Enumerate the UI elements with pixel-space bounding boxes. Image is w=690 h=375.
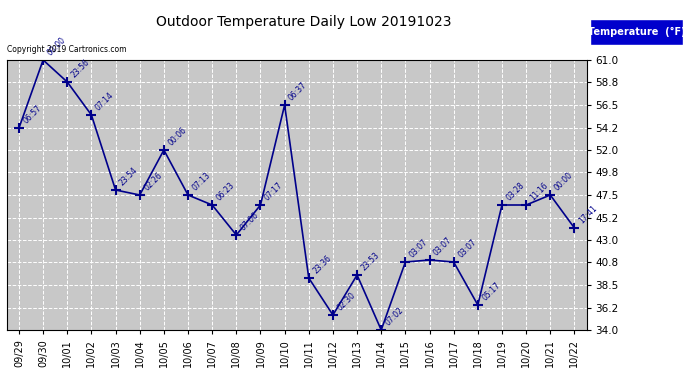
Text: 00:00: 00:00	[553, 170, 575, 192]
Text: 07:17: 07:17	[263, 180, 285, 202]
Text: 03:07: 03:07	[408, 237, 430, 259]
Text: 17:41: 17:41	[577, 203, 599, 225]
Text: 23:36: 23:36	[311, 253, 333, 275]
Text: 23:56: 23:56	[70, 57, 92, 79]
Text: 07:06: 07:06	[239, 210, 261, 232]
Text: 00:06: 00:06	[166, 125, 188, 147]
Text: 06:57: 06:57	[21, 103, 43, 125]
Text: 02:26: 02:26	[142, 170, 164, 192]
Text: 06:23: 06:23	[215, 180, 237, 202]
Text: 11:16: 11:16	[529, 180, 550, 202]
Text: 23:54: 23:54	[118, 165, 140, 187]
Text: 07:13: 07:13	[190, 170, 213, 192]
Text: 06:37: 06:37	[287, 80, 309, 102]
Text: Temperature  (°F): Temperature (°F)	[588, 27, 685, 37]
Text: 07:02: 07:02	[384, 305, 406, 327]
Text: 00:00: 00:00	[46, 35, 68, 57]
Text: 03:07: 03:07	[456, 237, 478, 259]
Text: Outdoor Temperature Daily Low 20191023: Outdoor Temperature Daily Low 20191023	[156, 15, 451, 29]
Text: Copyright 2019 Cartronics.com: Copyright 2019 Cartronics.com	[7, 45, 126, 54]
Text: 02:30: 02:30	[335, 290, 357, 312]
Text: 03:07: 03:07	[432, 235, 454, 257]
Text: 23:53: 23:53	[359, 250, 382, 272]
Text: 07:14: 07:14	[94, 90, 116, 112]
Text: 05:17: 05:17	[480, 280, 502, 302]
Text: 03:28: 03:28	[504, 180, 526, 202]
